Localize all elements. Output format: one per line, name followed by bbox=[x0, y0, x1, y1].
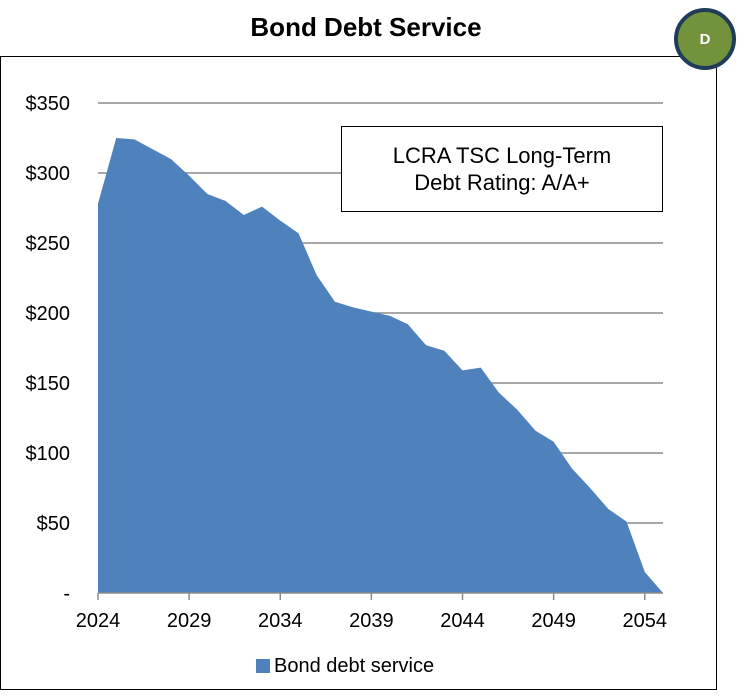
x-tick-label: 2034 bbox=[258, 610, 303, 632]
x-tick-label: 2044 bbox=[440, 610, 485, 632]
x-tick-label: 2029 bbox=[167, 610, 212, 632]
y-tick-label: $200 bbox=[26, 303, 71, 325]
page-badge: D bbox=[674, 8, 736, 70]
x-tick-label: 2049 bbox=[531, 610, 576, 632]
rating-line-1: LCRA TSC Long-Term bbox=[392, 143, 612, 168]
area-layer bbox=[98, 138, 663, 593]
x-tick-labels: 2024 2029 2034 2039 2044 2049 2054 bbox=[76, 610, 667, 632]
y-tick-label: $350 bbox=[26, 93, 71, 115]
legend: Bond debt service bbox=[256, 654, 434, 678]
axis-layer bbox=[97, 592, 663, 600]
y-tick-label: $100 bbox=[26, 443, 71, 465]
series-area bbox=[98, 138, 663, 593]
y-tick-label: $300 bbox=[26, 163, 71, 185]
chart-frame bbox=[0, 56, 717, 690]
x-tick-label: 2024 bbox=[76, 610, 121, 632]
x-tick-label: 2054 bbox=[623, 610, 668, 632]
x-tick-label: 2039 bbox=[349, 610, 394, 632]
y-tick-labels: - $50 $100 $150 $200 $250 $300 $350 bbox=[26, 93, 71, 605]
legend-label: Bond debt service bbox=[274, 654, 435, 677]
chart-title: Bond Debt Service bbox=[250, 12, 482, 42]
y-tick-label: $250 bbox=[26, 233, 71, 255]
rating-line-2: Debt Rating: A/A+ bbox=[414, 170, 590, 195]
chart-frame-left-edge bbox=[0, 56, 1, 690]
y-tick-label: $50 bbox=[37, 513, 70, 535]
y-tick-label: $150 bbox=[26, 373, 71, 395]
badge-label: D bbox=[699, 30, 711, 48]
legend-swatch bbox=[256, 659, 270, 673]
y-tick-label: - bbox=[63, 583, 70, 605]
rating-annotation: LCRA TSC Long-Term Debt Rating: A/A+ bbox=[341, 126, 663, 212]
